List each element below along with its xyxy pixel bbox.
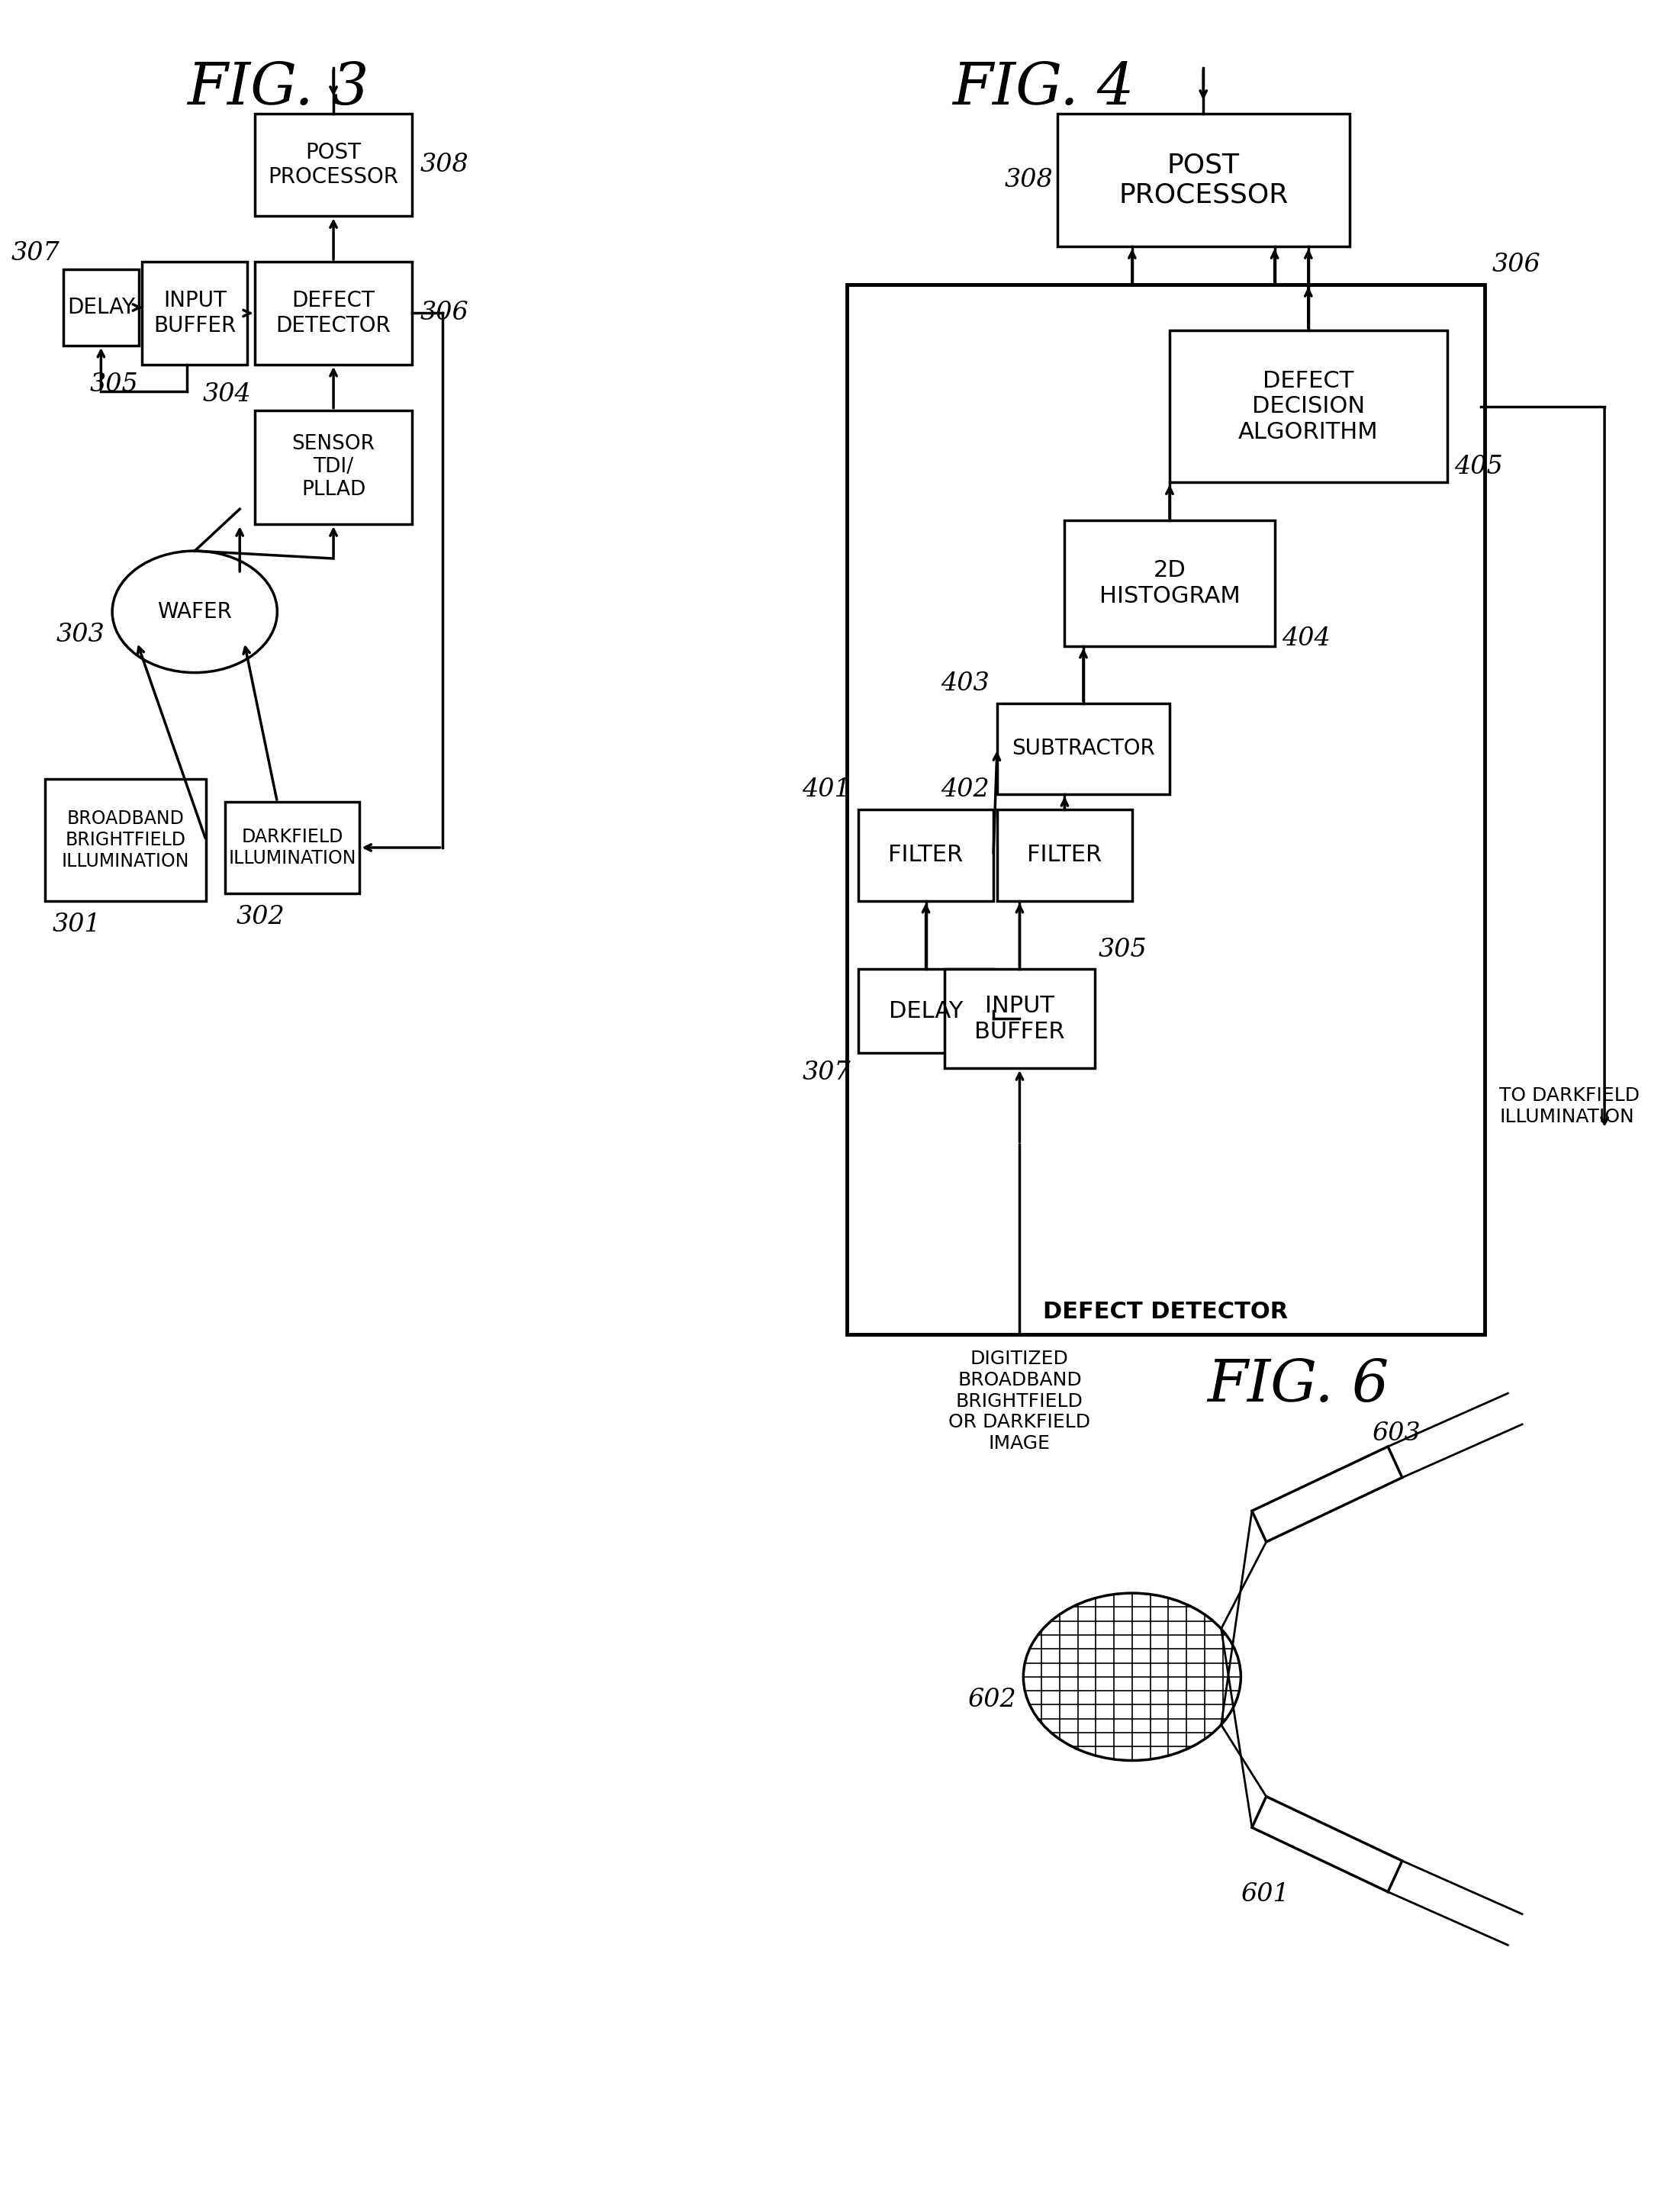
Text: FILTER: FILTER bbox=[889, 845, 963, 867]
Text: 306: 306 bbox=[1492, 252, 1541, 277]
Text: 304: 304 bbox=[202, 382, 250, 406]
Text: DARKFIELD
ILLUMINATION: DARKFIELD ILLUMINATION bbox=[228, 828, 356, 867]
Text: 308: 308 bbox=[1005, 167, 1053, 193]
Text: DEFECT
DETECTOR: DEFECT DETECTOR bbox=[276, 290, 391, 336]
Text: FILTER: FILTER bbox=[1026, 845, 1102, 867]
Bar bbox=[998, 702, 1169, 795]
Text: DEFECT DETECTOR: DEFECT DETECTOR bbox=[1043, 1302, 1289, 1324]
Bar bbox=[998, 810, 1132, 900]
Bar bbox=[64, 270, 138, 345]
Text: TO DARKFIELD
ILLUMINATION: TO DARKFIELD ILLUMINATION bbox=[1500, 1087, 1640, 1126]
Bar bbox=[255, 114, 412, 215]
Text: 307: 307 bbox=[803, 1060, 850, 1084]
Text: 305: 305 bbox=[1099, 937, 1147, 961]
Text: DIGITIZED
BROADBAND
BRIGHTFIELD
OR DARKFIELD
IMAGE: DIGITIZED BROADBAND BRIGHTFIELD OR DARKF… bbox=[949, 1350, 1090, 1453]
Text: INPUT
BUFFER: INPUT BUFFER bbox=[974, 994, 1065, 1043]
Bar bbox=[1057, 114, 1349, 246]
Bar bbox=[143, 261, 247, 364]
Text: DELAY: DELAY bbox=[889, 1001, 963, 1023]
Text: 603: 603 bbox=[1373, 1420, 1421, 1447]
Text: 403: 403 bbox=[941, 672, 990, 696]
Text: 302: 302 bbox=[235, 904, 284, 928]
Text: FIG. 3: FIG. 3 bbox=[186, 59, 370, 116]
Text: DELAY: DELAY bbox=[67, 296, 134, 318]
Text: 306: 306 bbox=[420, 301, 469, 325]
Bar bbox=[45, 779, 207, 900]
Text: 405: 405 bbox=[1455, 454, 1504, 479]
Text: 401: 401 bbox=[803, 777, 850, 801]
Bar bbox=[944, 970, 1095, 1069]
Bar bbox=[255, 410, 412, 525]
Bar bbox=[225, 801, 360, 893]
Text: 307: 307 bbox=[12, 241, 60, 266]
Text: DEFECT
DECISION
ALGORITHM: DEFECT DECISION ALGORITHM bbox=[1238, 369, 1378, 443]
Text: SENSOR
TDI/
PLLAD: SENSOR TDI/ PLLAD bbox=[292, 435, 375, 500]
Bar bbox=[847, 285, 1485, 1335]
Text: POST
PROCESSOR: POST PROCESSOR bbox=[1119, 151, 1289, 209]
Text: 308: 308 bbox=[420, 154, 469, 178]
Text: BROADBAND
BRIGHTFIELD
ILLUMINATION: BROADBAND BRIGHTFIELD ILLUMINATION bbox=[62, 810, 190, 871]
Text: 301: 301 bbox=[52, 913, 101, 937]
Ellipse shape bbox=[113, 551, 277, 672]
Polygon shape bbox=[1252, 1447, 1403, 1541]
Bar bbox=[255, 261, 412, 364]
Text: POST
PROCESSOR: POST PROCESSOR bbox=[269, 143, 398, 189]
Text: 402: 402 bbox=[941, 777, 990, 801]
Text: SUBTRACTOR: SUBTRACTOR bbox=[1011, 738, 1154, 759]
Text: FIG. 4: FIG. 4 bbox=[953, 59, 1134, 116]
Text: 404: 404 bbox=[1282, 626, 1331, 650]
Text: FIG. 6: FIG. 6 bbox=[1208, 1357, 1389, 1414]
Text: 602: 602 bbox=[968, 1688, 1016, 1712]
Bar bbox=[858, 810, 993, 900]
Text: WAFER: WAFER bbox=[158, 601, 232, 623]
Bar bbox=[858, 970, 993, 1054]
Text: INPUT
BUFFER: INPUT BUFFER bbox=[153, 290, 235, 336]
Ellipse shape bbox=[1023, 1594, 1242, 1760]
Text: 601: 601 bbox=[1242, 1881, 1290, 1907]
Text: 303: 303 bbox=[55, 623, 104, 648]
Bar bbox=[1065, 520, 1275, 645]
Bar bbox=[1169, 329, 1446, 483]
Text: 305: 305 bbox=[89, 373, 138, 397]
Polygon shape bbox=[1252, 1796, 1403, 1892]
Text: 2D
HISTOGRAM: 2D HISTOGRAM bbox=[1099, 560, 1240, 608]
